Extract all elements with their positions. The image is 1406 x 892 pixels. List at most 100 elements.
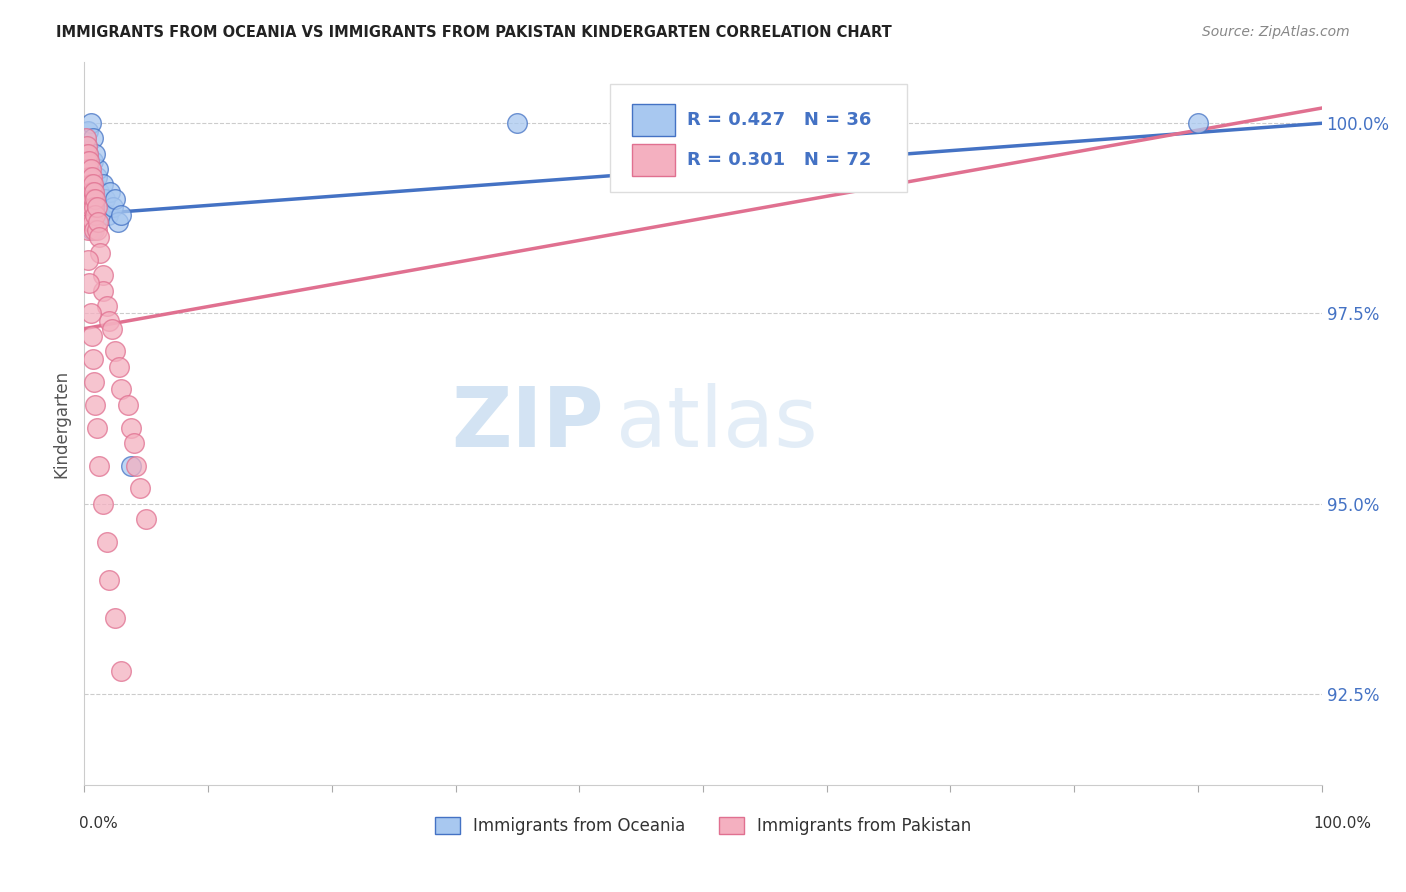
Point (79, 185, 101, 199)
Point (80, 169, 103, 184)
Point (77, 192, 100, 206)
Point (104, 610, 127, 624)
Point (91, 497, 114, 511)
Point (83, 177, 105, 191)
FancyBboxPatch shape (610, 84, 907, 193)
Point (110, 664, 132, 678)
FancyBboxPatch shape (633, 104, 675, 136)
Point (79, 116, 101, 130)
Point (77, 124, 100, 138)
Point (76, 200, 98, 214)
Point (77, 223, 100, 237)
Point (77, 146, 100, 161)
Point (89, 208, 111, 222)
Point (89, 185, 111, 199)
Point (79, 161, 101, 176)
Point (100, 321, 122, 335)
Point (77, 208, 100, 222)
Point (77, 161, 100, 176)
Point (84, 398, 107, 412)
Text: ZIP: ZIP (451, 384, 605, 464)
Point (98, 314, 121, 328)
Point (79, 177, 101, 191)
Point (75, 146, 97, 161)
Point (79, 154, 101, 169)
Point (80, 169, 103, 184)
Y-axis label: Kindergarten: Kindergarten (52, 369, 70, 478)
Point (79, 192, 101, 206)
Point (120, 420, 142, 434)
Text: 0.0%: 0.0% (79, 816, 118, 831)
Point (75, 161, 97, 176)
Point (79, 215, 101, 229)
Point (84, 192, 107, 206)
Point (87, 161, 110, 176)
Point (79, 276, 101, 290)
Point (82, 154, 104, 169)
Point (79, 161, 101, 176)
Point (89, 230, 111, 244)
Point (82, 352, 104, 367)
Point (80, 200, 103, 214)
Point (82, 131, 104, 145)
Point (91, 177, 114, 191)
Point (79, 200, 101, 214)
Point (84, 208, 107, 222)
Point (110, 208, 132, 222)
Point (82, 192, 104, 206)
Point (76, 161, 98, 176)
Point (86, 169, 108, 184)
Point (75, 131, 97, 145)
Point (108, 359, 131, 374)
Point (506, 116, 529, 130)
Point (86, 223, 108, 237)
Point (91, 268, 114, 283)
Point (83, 375, 105, 389)
Point (79, 154, 101, 169)
Point (97, 208, 120, 222)
Point (117, 398, 139, 412)
Point (79, 169, 101, 184)
Point (77, 177, 100, 191)
Text: Source: ZipAtlas.com: Source: ZipAtlas.com (1202, 25, 1350, 39)
Point (101, 200, 124, 214)
Point (83, 223, 105, 237)
Point (76, 169, 98, 184)
Point (77, 177, 100, 191)
Point (80, 223, 103, 237)
Point (104, 344, 127, 359)
Legend: Immigrants from Oceania, Immigrants from Pakistan: Immigrants from Oceania, Immigrants from… (427, 810, 979, 842)
Text: IMMIGRANTS FROM OCEANIA VS IMMIGRANTS FROM PAKISTAN KINDERGARTEN CORRELATION CHA: IMMIGRANTS FROM OCEANIA VS IMMIGRANTS FR… (56, 25, 891, 40)
Point (76, 139, 98, 153)
Point (77, 253, 100, 268)
Point (76, 139, 98, 153)
Point (84, 192, 107, 206)
Point (77, 169, 100, 184)
Point (79, 185, 101, 199)
Point (80, 185, 103, 199)
Point (94, 192, 117, 206)
Point (82, 177, 104, 191)
Point (89, 245, 111, 260)
Point (96, 299, 118, 313)
Point (83, 185, 105, 199)
Point (1187, 116, 1209, 130)
Point (89, 458, 111, 473)
Point (76, 185, 98, 199)
Text: atlas: atlas (616, 384, 818, 464)
FancyBboxPatch shape (633, 145, 675, 176)
Text: R = 0.301   N = 72: R = 0.301 N = 72 (688, 151, 872, 169)
Point (75, 177, 97, 191)
Point (110, 383, 132, 397)
Point (75, 154, 97, 169)
Point (79, 200, 101, 214)
Point (98, 573, 121, 587)
Point (77, 146, 100, 161)
Point (79, 306, 101, 320)
Point (75, 131, 97, 145)
Point (84, 146, 107, 161)
Point (87, 215, 110, 229)
Point (98, 185, 121, 199)
Point (122, 435, 145, 450)
Point (107, 215, 129, 229)
